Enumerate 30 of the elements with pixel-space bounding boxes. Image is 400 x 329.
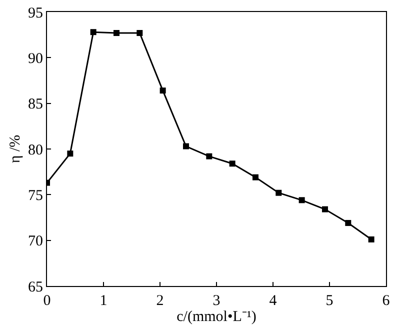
y-tick-label: 70 [28, 234, 43, 250]
point [182, 143, 189, 150]
point [67, 150, 74, 157]
x-tick-label: 5 [326, 293, 334, 309]
x-tick-label: 0 [43, 293, 51, 309]
point [252, 174, 258, 180]
x-tick-label: 6 [382, 293, 390, 309]
point [160, 88, 166, 94]
point [229, 160, 236, 167]
point [206, 153, 212, 160]
point [136, 30, 143, 36]
point [90, 29, 96, 36]
y-tick-label: 90 [28, 50, 43, 67]
point [298, 197, 305, 204]
point [368, 236, 374, 242]
y-tick-label: 85 [28, 96, 43, 113]
point [345, 220, 352, 226]
point [114, 30, 120, 36]
x-tick-label: 1 [100, 293, 108, 309]
x-tick-label: 3 [212, 293, 220, 309]
point [276, 190, 282, 196]
y-tick-label: 80 [28, 142, 43, 158]
y-tick-label: 75 [28, 188, 43, 204]
point [322, 206, 328, 212]
y-tick-label: 95 [28, 5, 43, 22]
y-tick-label: 65 [28, 279, 43, 296]
y-axis-title: η /% [7, 134, 24, 164]
x-tick-label: 2 [156, 293, 164, 309]
x-axis-title: c/(mmol•L⁻¹) [176, 309, 256, 325]
x-tick-label: 4 [269, 293, 278, 309]
